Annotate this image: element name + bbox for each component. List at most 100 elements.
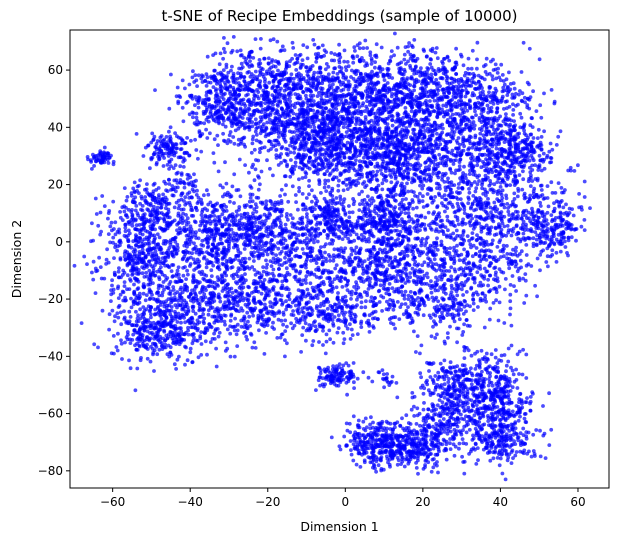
scatter-point — [496, 160, 501, 164]
scatter-point — [291, 144, 295, 149]
scatter-point — [484, 96, 489, 101]
scatter-point — [488, 85, 493, 89]
scatter-point — [251, 134, 256, 139]
scatter-point — [191, 115, 195, 120]
scatter-point — [480, 125, 485, 129]
scatter-point — [353, 89, 358, 93]
scatter-point — [336, 188, 341, 193]
scatter-point — [205, 136, 210, 140]
scatter-point — [383, 94, 388, 99]
scatter-point — [459, 54, 464, 59]
scatter-point — [239, 61, 244, 66]
scatter-point — [325, 161, 330, 166]
scatter-point — [173, 131, 178, 136]
scatter-point — [548, 254, 553, 259]
scatter-point — [493, 62, 498, 67]
scatter-point — [277, 81, 282, 86]
scatter-point — [505, 156, 509, 160]
scatter-point — [331, 146, 336, 151]
scatter-point — [164, 142, 169, 147]
scatter-point — [171, 166, 176, 171]
scatter-point — [316, 46, 320, 50]
scatter-point — [534, 226, 539, 231]
scatter-point — [102, 154, 107, 159]
scatter-point — [428, 62, 433, 66]
scatter-point — [344, 75, 349, 80]
scatter-point — [505, 202, 510, 206]
scatter-point — [228, 130, 233, 134]
scatter-point — [227, 133, 232, 138]
scatter-point — [503, 148, 507, 153]
scatter-point — [148, 166, 152, 171]
scatter-point — [582, 179, 587, 184]
scatter-point — [194, 148, 199, 152]
scatter-point — [361, 137, 366, 142]
scatter-point — [323, 172, 327, 177]
scatter-point — [193, 103, 197, 108]
scatter-point — [164, 135, 169, 139]
scatter-point — [311, 99, 316, 103]
scatter-point — [417, 109, 422, 114]
scatter-point — [336, 75, 340, 80]
scatter-point — [218, 84, 223, 89]
scatter-point — [510, 96, 515, 100]
scatter-point — [559, 186, 564, 190]
scatter-point — [407, 146, 412, 151]
scatter-point — [338, 147, 343, 152]
scatter-point — [353, 146, 357, 151]
scatter-point — [377, 89, 381, 93]
scatter-point — [484, 168, 488, 173]
scatter-point — [499, 123, 504, 128]
scatter-point — [402, 81, 407, 85]
scatter-point — [504, 174, 508, 179]
scatter-point — [315, 94, 320, 98]
scatter-point — [389, 99, 393, 104]
scatter-point — [436, 111, 441, 116]
scatter-point — [274, 127, 278, 131]
scatter-point — [549, 88, 554, 92]
scatter-point — [373, 87, 378, 92]
scatter-point — [242, 75, 247, 79]
scatter-point — [473, 102, 477, 106]
scatter-point — [190, 110, 195, 115]
scatter-point — [226, 108, 231, 112]
scatter-point — [141, 154, 146, 158]
scatter-point — [481, 160, 485, 164]
scatter-point — [373, 147, 377, 152]
scatter-point — [268, 98, 272, 103]
scatter-point — [450, 148, 455, 153]
scatter-point — [481, 89, 485, 94]
scatter-point — [417, 122, 421, 127]
scatter-point — [161, 164, 166, 168]
scatter-point — [325, 99, 330, 103]
scatter-point — [434, 142, 439, 146]
scatter-point — [374, 96, 379, 101]
scatter-point — [521, 139, 525, 144]
scatter-point — [550, 248, 555, 253]
scatter-point — [268, 166, 272, 171]
scatter-point — [180, 78, 185, 83]
scatter-point — [399, 60, 404, 65]
scatter-point — [484, 132, 489, 137]
scatter-point — [458, 142, 462, 147]
scatter-point — [152, 152, 157, 157]
scatter-point — [486, 197, 490, 201]
scatter-point — [198, 133, 203, 138]
scatter-point — [263, 90, 268, 95]
scatter-point — [504, 112, 508, 116]
scatter-point — [295, 57, 300, 61]
scatter-point — [525, 105, 530, 110]
scatter-point — [473, 147, 478, 152]
scatter-point — [361, 58, 366, 63]
scatter-point — [389, 55, 393, 59]
scatter-point — [320, 159, 324, 164]
scatter-point — [343, 98, 348, 103]
scatter-point — [538, 204, 543, 208]
scatter-point — [412, 84, 416, 88]
scatter-point — [306, 74, 311, 79]
scatter-point — [223, 50, 227, 55]
scatter-point — [177, 135, 181, 140]
scatter-point — [208, 80, 213, 85]
scatter-point — [466, 147, 471, 152]
scatter-point — [288, 105, 292, 110]
